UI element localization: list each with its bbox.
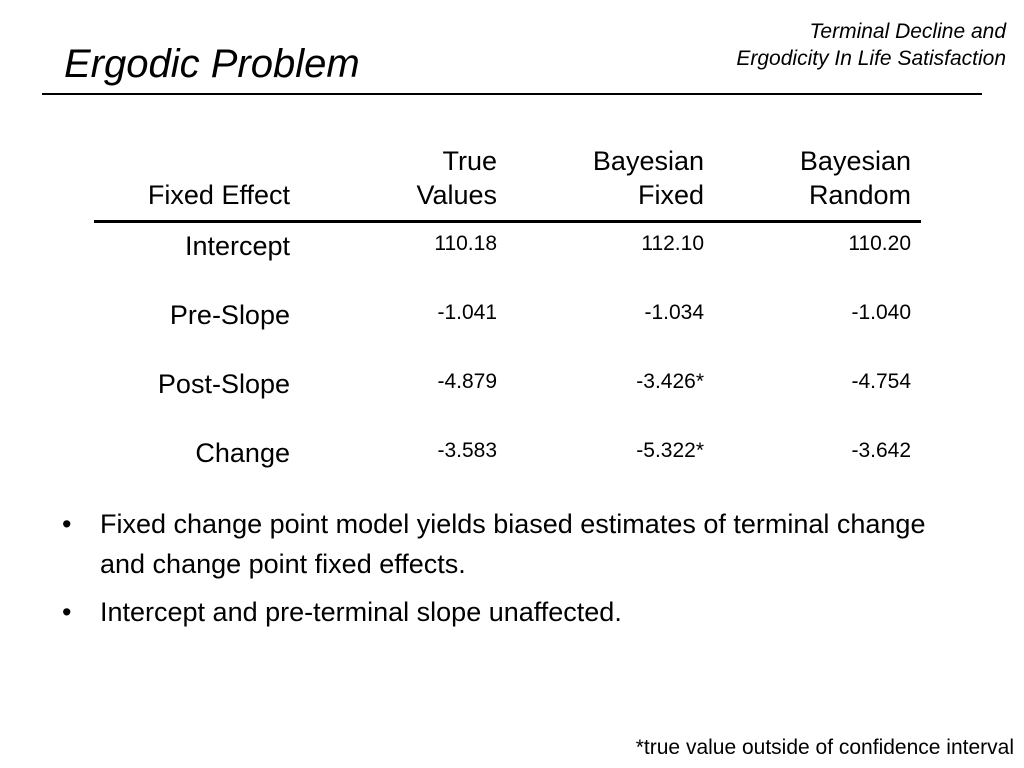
header-fixed-effect-line-2: Fixed Effect (147, 180, 290, 210)
header-bayesian-random: Bayesian Random (714, 144, 921, 223)
table-row-intercept: Intercept 110.18 112.10 110.20 (94, 222, 921, 293)
header-fixed-effect: Fixed Effect (94, 144, 300, 223)
cell-bayesian-fixed: 112.10 (641, 232, 704, 255)
table-row-change: Change -3.583 -5.322* -3.642 (94, 430, 921, 499)
cell-bayesian-random: -1.040 (851, 301, 911, 324)
cell-true-values: 110.18 (434, 232, 497, 255)
header-bayesian-fixed: Bayesian Fixed (507, 144, 714, 223)
table-row-pre-slope: Pre-Slope -1.041 -1.034 -1.040 (94, 292, 921, 361)
cell-bayesian-random: 110.20 (848, 232, 911, 255)
table-header-row: Fixed Effect True Values Bayesian Fixed … (94, 144, 921, 223)
bullet-item: • Intercept and pre-terminal slope unaff… (60, 592, 940, 632)
cell-bayesian-fixed: -1.034 (644, 301, 704, 324)
fixed-effects-table: Fixed Effect True Values Bayesian Fixed … (94, 144, 921, 499)
cell-bayesian-random: -4.754 (851, 370, 911, 393)
header-note: Terminal Decline and Ergodicity In Life … (736, 18, 1006, 72)
header-true-values-line-1: True (442, 146, 497, 176)
cell-true-values: -1.041 (437, 301, 497, 324)
row-label: Pre-Slope (169, 300, 290, 330)
header-note-line-2: Ergodicity In Life Satisfaction (736, 47, 1006, 70)
row-label: Change (195, 438, 290, 468)
bullet-item: • Fixed change point model yields biased… (60, 504, 940, 584)
cell-bayesian-random: -3.642 (851, 439, 911, 462)
header-true-values: True Values (300, 144, 507, 223)
header-true-values-line-2: Values (416, 180, 497, 210)
footnote: *true value outside of confidence interv… (635, 736, 1014, 759)
bullet-text: Intercept and pre-terminal slope unaffec… (100, 597, 622, 627)
row-label: Post-Slope (157, 369, 290, 399)
bullet-dot-icon: • (62, 597, 72, 627)
header-note-line-1: Terminal Decline and (809, 20, 1007, 43)
cell-bayesian-fixed: -3.426* (636, 370, 704, 393)
slide-title: Ergodic Problem (64, 42, 360, 86)
header-bayesian-random-line-2: Random (808, 180, 911, 210)
bullet-dot-icon: • (62, 509, 72, 539)
header-bayesian-random-line-1: Bayesian (799, 146, 911, 176)
header-bayesian-fixed-line-1: Bayesian (592, 146, 704, 176)
header-bayesian-fixed-line-2: Fixed (637, 180, 704, 210)
title-divider (42, 93, 982, 95)
row-label: Intercept (184, 231, 290, 261)
cell-true-values: -3.583 (437, 439, 497, 462)
bullet-list: • Fixed change point model yields biased… (60, 504, 940, 640)
table-row-post-slope: Post-Slope -4.879 -3.426* -4.754 (94, 361, 921, 430)
cell-bayesian-fixed: -5.322* (636, 439, 704, 462)
cell-true-values: -4.879 (437, 370, 497, 393)
bullet-text: Fixed change point model yields biased e… (100, 509, 926, 579)
